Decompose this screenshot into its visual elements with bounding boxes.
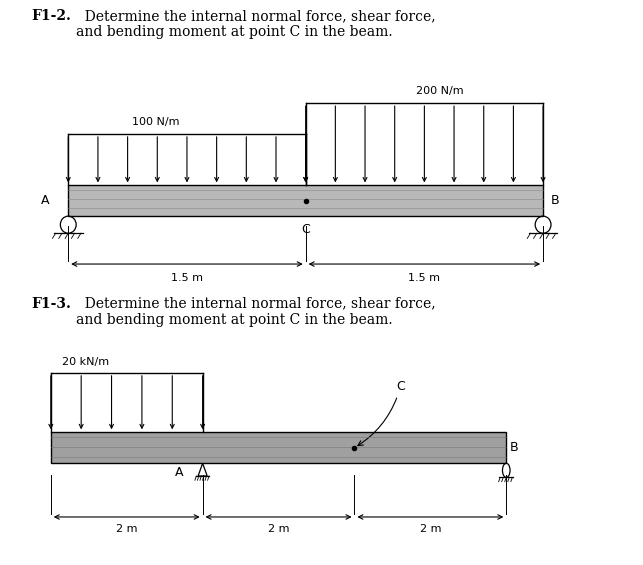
Text: Determine the internal normal force, shear force,
and bending moment at point C : Determine the internal normal force, she…: [76, 9, 435, 39]
Text: 100 N/m: 100 N/m: [132, 117, 179, 127]
Bar: [51, 432, 506, 463]
Text: 2 m: 2 m: [267, 524, 289, 534]
Text: 1.5 m: 1.5 m: [171, 272, 203, 282]
Bar: [68, 185, 543, 216]
Text: C: C: [358, 380, 405, 446]
Text: F1-2.: F1-2.: [32, 9, 71, 23]
Text: A: A: [41, 194, 50, 207]
Text: F1-3.: F1-3.: [32, 297, 71, 311]
Text: C: C: [302, 223, 310, 236]
Text: 20 kN/m: 20 kN/m: [62, 357, 109, 367]
Text: 1.5 m: 1.5 m: [408, 272, 440, 282]
Text: 2 m: 2 m: [420, 524, 441, 534]
Text: A: A: [175, 466, 184, 479]
Text: B: B: [510, 441, 519, 454]
Text: 200 N/m: 200 N/m: [417, 86, 464, 97]
Text: Determine the internal normal force, shear force,
and bending moment at point C : Determine the internal normal force, she…: [76, 297, 435, 327]
Text: B: B: [551, 194, 559, 207]
Text: 2 m: 2 m: [116, 524, 138, 534]
